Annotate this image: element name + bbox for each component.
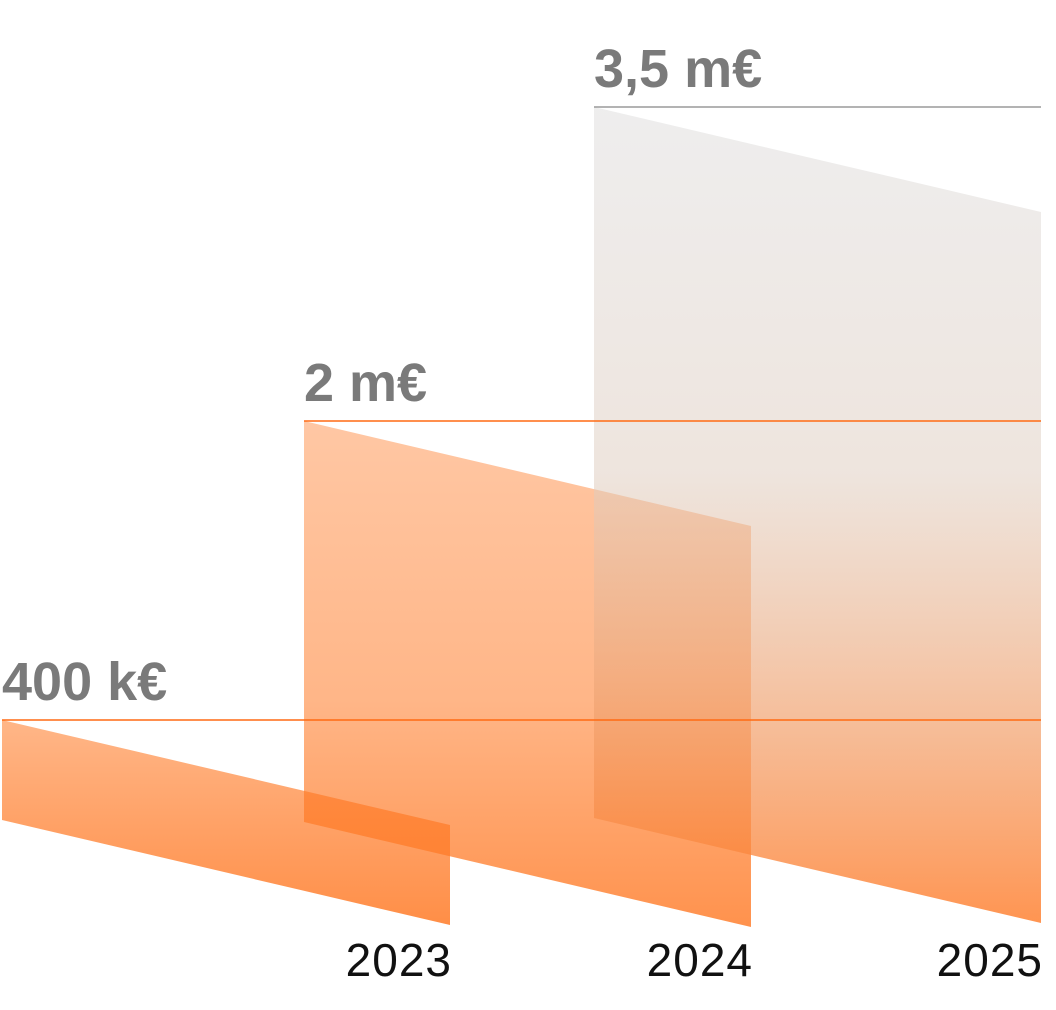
value-label-2023: 400 k€: [2, 652, 167, 712]
bar-2023: [2, 720, 450, 925]
reference-lines-layer: [2, 106, 1041, 721]
year-label-2024: 2024: [647, 934, 753, 986]
bar-2025: [594, 107, 1041, 923]
year-label-2025: 2025: [937, 934, 1043, 986]
labels-layer: 400 k€ 2023 2 m€ 2024 3,5 m€ 2025: [2, 39, 1043, 986]
year-label-2023: 2023: [346, 934, 452, 986]
value-label-2025: 3,5 m€: [594, 39, 762, 99]
bars-layer: [2, 107, 1041, 927]
value-label-2024: 2 m€: [304, 353, 427, 413]
